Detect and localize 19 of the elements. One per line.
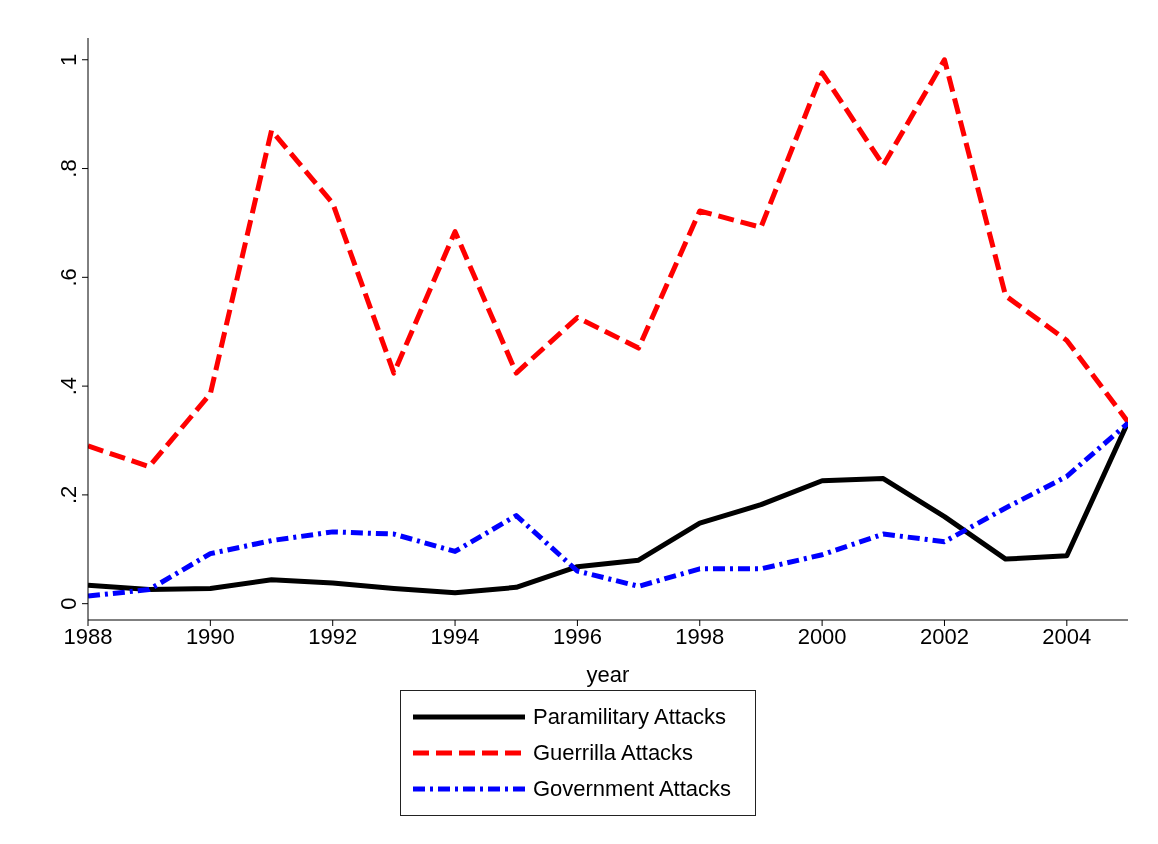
x-tick-label: 2002 (919, 623, 969, 649)
x-axis-title: year (586, 662, 630, 687)
y-tick-label: 0 (56, 597, 81, 610)
legend-label: Paramilitary Attacks (532, 704, 727, 730)
x-tick-label: 2004 (1042, 623, 1092, 649)
x-tick-label: 1996 (552, 623, 602, 649)
x-tick-label: 1994 (430, 623, 480, 649)
y-tick-label: .2 (56, 485, 81, 505)
x-tick-label: 1992 (308, 623, 358, 649)
y-tick-label: .8 (56, 159, 81, 178)
y-tick-label: .4 (56, 376, 81, 396)
legend-label: Government Attacks (532, 776, 732, 802)
x-tick-label: 1990 (185, 623, 235, 649)
x-tick-label: 1998 (675, 623, 725, 649)
x-tick-label: 2000 (797, 623, 847, 649)
legend-label: Guerrilla Attacks (532, 740, 694, 766)
y-tick-label: .6 (56, 268, 81, 287)
y-tick-label: 1 (56, 53, 81, 66)
x-tick-label: 1988 (63, 623, 113, 649)
